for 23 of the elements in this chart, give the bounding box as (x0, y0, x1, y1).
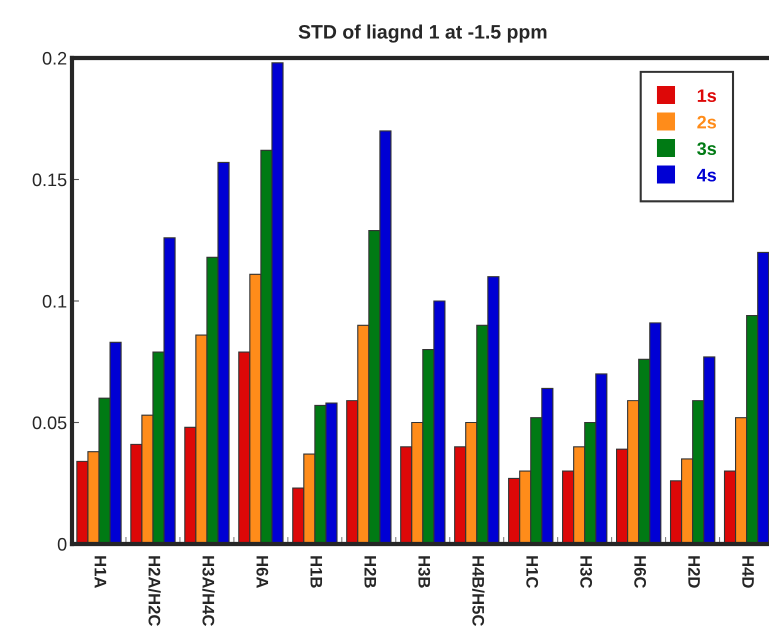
x-tick-label: H2D (688, 556, 700, 588)
y-tick-label: 0.1 (42, 294, 66, 308)
x-tick-label: H3B (418, 556, 430, 588)
x-tick-label: H1A (94, 556, 106, 588)
chart-title: STD of liagnd 1 at -1.5 ppm (298, 24, 546, 43)
x-tick-label: H1B (310, 556, 322, 588)
x-tick-label: H6C (634, 556, 646, 588)
legend-label: 3s (697, 142, 716, 156)
y-tick-label: 0.2 (42, 52, 66, 65)
x-tick-label: H4D (742, 556, 754, 588)
x-tick-label: H3C (580, 556, 592, 588)
legend-label: 2s (697, 116, 716, 129)
legend-label: 4s (696, 168, 716, 182)
x-tick-label: H6A (256, 556, 268, 588)
legend-label: 1s (698, 89, 716, 102)
y-tick-label: 0.15 (32, 173, 66, 186)
x-tick-label: H3A/H4C (202, 556, 215, 626)
x-tick-label: H2A/H2C (148, 556, 161, 626)
y-tick-label: 0 (58, 538, 66, 551)
y-tick-label: 0.05 (32, 416, 66, 430)
x-tick-label: H1C (526, 556, 538, 588)
x-tick-label: H2B (364, 556, 376, 588)
x-tick-label: H4B/H5C (472, 556, 485, 626)
